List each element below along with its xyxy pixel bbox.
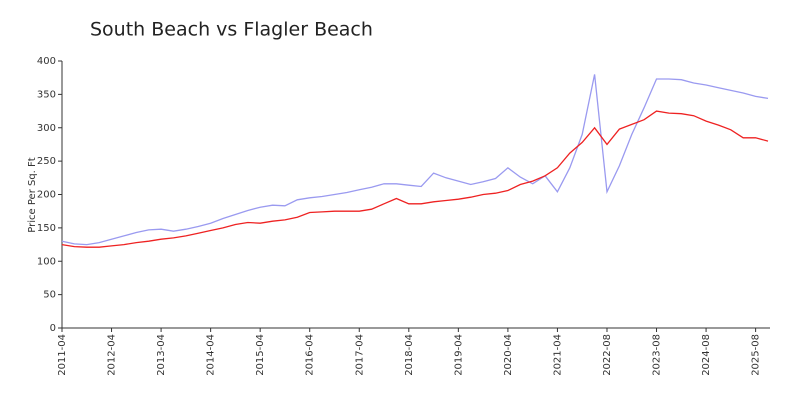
x-tick-label: 2020-04 [503,334,514,376]
x-tick-label: 2011-04 [57,334,68,376]
y-tick-label: 0 [50,323,56,334]
y-tick-label: 150 [37,223,56,234]
x-tick-label: 2023-08 [652,334,663,376]
series-line [61,74,769,246]
x-tick-label: 2016-04 [305,334,316,376]
x-tick-label: 2013-04 [156,334,167,376]
x-tick-label: 2022-08 [602,334,613,376]
x-tick-label: 2021-04 [552,334,563,376]
y-tick-label: 200 [37,190,56,201]
y-tick-label: 100 [37,256,56,267]
x-tick-label: 2024-08 [701,334,712,376]
x-tick-label: 2017-04 [354,334,365,376]
x-tick-label: 2015-04 [255,334,266,376]
y-tick-label: 300 [37,123,56,134]
y-tick-label: 250 [37,156,56,167]
x-tick-label: 2012-04 [107,334,118,376]
y-tick-label: 400 [37,56,56,67]
x-tick-label: 2019-04 [453,334,464,376]
y-tick-label: 350 [37,89,56,100]
series-line [61,110,769,248]
y-tick-label: 50 [43,290,56,301]
x-tick-label: 2018-04 [404,334,415,376]
y-axis-label: Price Per Sq. Ft [27,157,38,232]
x-tick-label: 2014-04 [206,334,217,376]
chart-title: South Beach vs Flagler Beach [90,19,373,41]
x-tick-label: 2025-08 [751,334,762,376]
